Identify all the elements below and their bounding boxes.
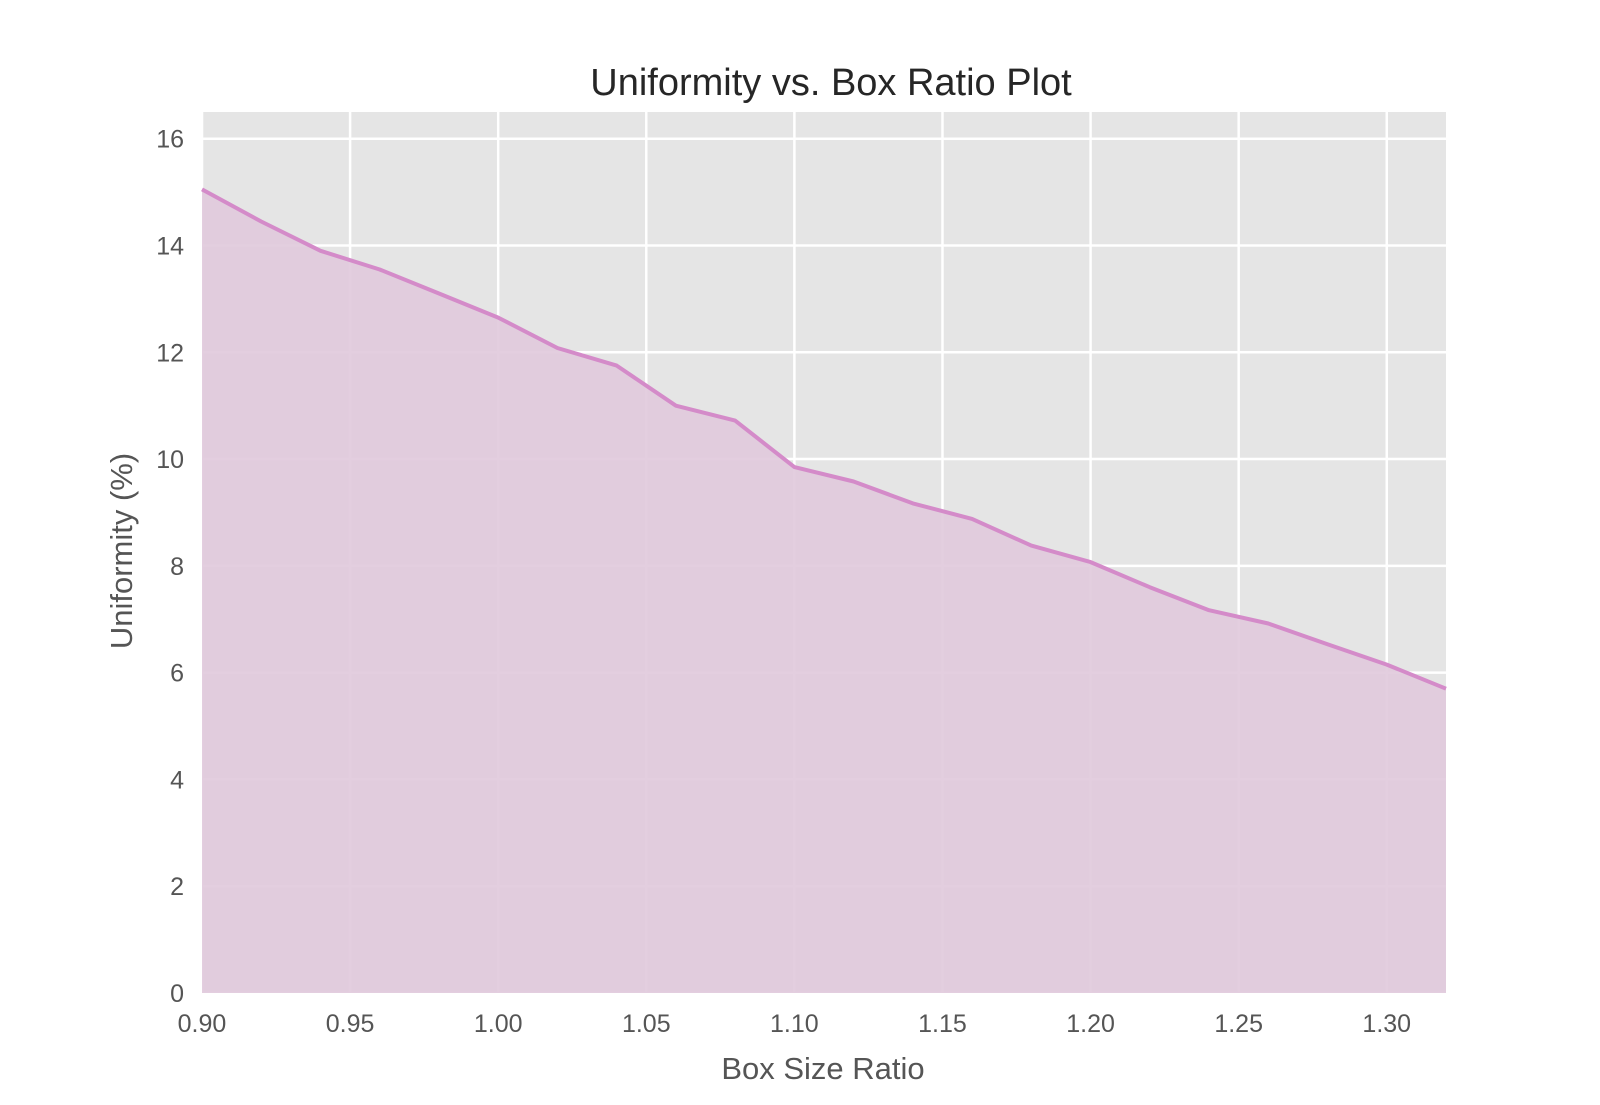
y-tick-label: 4 [170,766,184,794]
x-tick-label: 1.00 [474,1010,523,1038]
y-tick-label: 0 [170,980,184,1008]
x-tick-label: 1.30 [1362,1010,1411,1038]
x-axis-label: Box Size Ratio [721,1051,924,1086]
x-tick-label: 1.15 [918,1010,967,1038]
x-tick-label: 1.10 [770,1010,819,1038]
y-tick-label: 16 [156,126,184,154]
y-tick-label: 2 [170,873,184,901]
x-tick-label: 0.90 [178,1010,227,1038]
chart-title: Uniformity vs. Box Ratio Plot [590,62,1072,104]
series-line [201,187,1447,691]
y-tick-label: 8 [170,553,184,581]
y-tick-label: 12 [156,339,184,367]
x-tick-label: 1.25 [1214,1010,1263,1038]
area-fill [202,189,1446,993]
x-tick-label: 1.20 [1066,1010,1115,1038]
x-tick-label: 0.95 [326,1010,375,1038]
x-tick-label: 1.05 [622,1010,671,1038]
y-tick-label: 10 [156,446,184,474]
x-tick-labels: 0.90 0.95 1.00 1.05 1.10 1.15 1.20 1.25 1.30 [178,1010,1411,1038]
y-tick-label: 6 [170,660,184,688]
y-axis-label: Uniformity (%) [104,453,139,649]
y-tick-label: 14 [156,232,184,260]
y-tick-labels: 0 2 4 6 8 10 12 14 16 [156,126,184,1008]
